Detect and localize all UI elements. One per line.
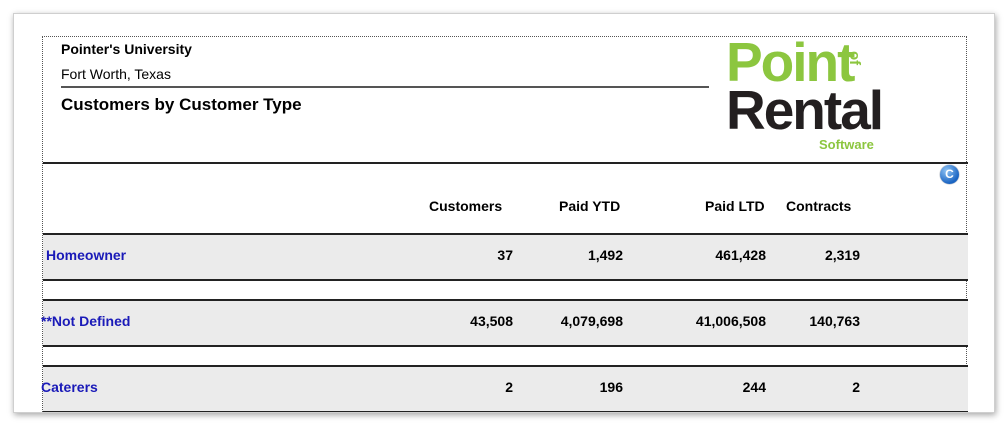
logo-software-text: Software [819,137,874,152]
logo-of-text: of [846,51,863,66]
paid-ltd-value: 461,428 [715,247,766,263]
contracts-value: 140,763 [809,313,860,329]
logo-point-text: Point [726,31,855,93]
customers-value: 43,508 [470,313,513,329]
table-row: **Not Defined 43,508 4,079,698 41,006,50… [41,299,968,347]
c-circle-icon[interactable]: C [940,165,959,184]
point-of-rental-logo: Point of Rental Software [726,33,894,155]
paid-ltd-value: 244 [742,379,766,395]
section-divider [43,162,968,164]
customer-type-link[interactable]: **Not Defined [41,313,131,329]
column-header-customers: Customers [429,198,503,214]
report-viewer-frame: Pointer's University Fort Worth, Texas C… [13,13,995,413]
logo-rental-text: Rental [726,79,884,141]
company-name: Pointer's University [61,41,192,57]
contracts-value: 2,319 [824,247,860,263]
customers-value: 2 [505,379,513,395]
paid-ytd-value: 4,079,698 [560,313,623,329]
company-city: Fort Worth, Texas [61,66,171,82]
column-header-contracts: Contracts [786,198,852,214]
paid-ytd-value: 196 [599,379,623,395]
customer-type-link[interactable]: Caterers [41,379,98,395]
report-title: Customers by Customer Type [61,95,302,114]
table-row: Caterers 2 196 244 2 [41,365,968,412]
contracts-value: 2 [852,379,860,395]
table-row: Homeowner 37 1,492 461,428 2,319 [43,233,968,281]
header-divider [61,86,709,88]
paid-ytd-value: 1,492 [587,247,623,263]
customer-type-link[interactable]: Homeowner [46,247,127,263]
column-header-paid-ltd: Paid LTD [705,198,765,214]
customers-value: 37 [497,247,513,263]
report-page: Pointer's University Fort Worth, Texas C… [41,33,968,412]
paid-ltd-value: 41,006,508 [695,313,766,329]
column-header-paid-ytd: Paid YTD [559,198,621,214]
